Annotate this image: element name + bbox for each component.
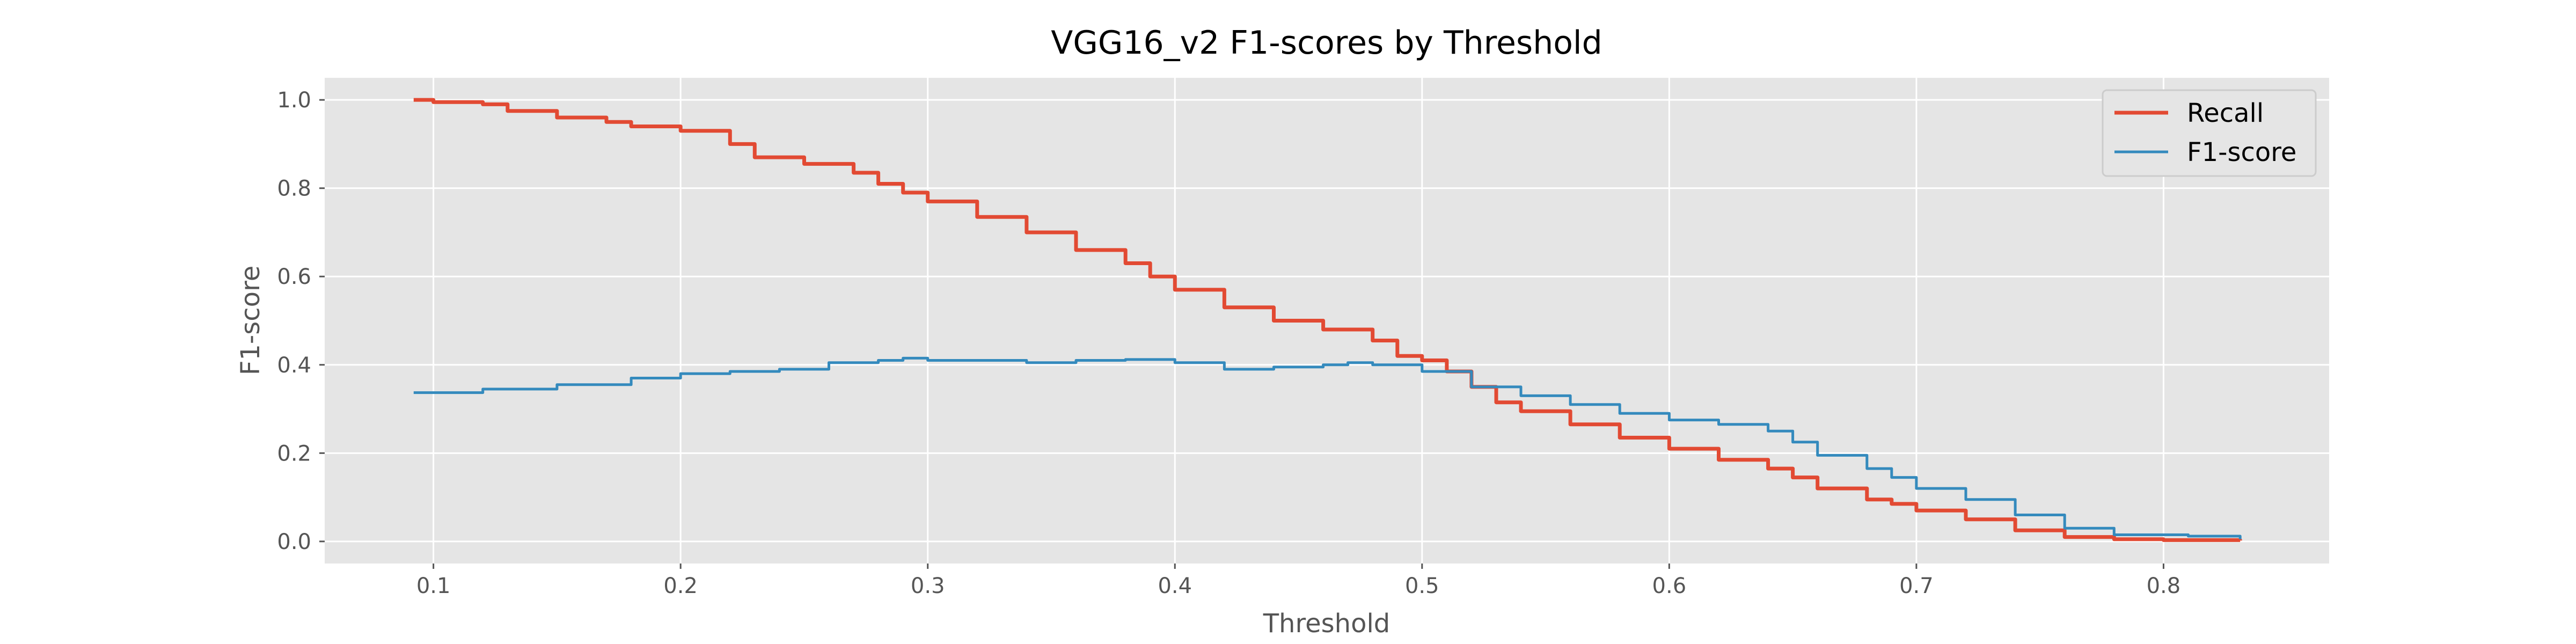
x-tick-label: 0.4 xyxy=(1158,574,1192,598)
legend-label-recall: Recall xyxy=(2187,98,2264,128)
x-tick-label: 0.1 xyxy=(416,574,451,598)
x-tick-label: 0.5 xyxy=(1405,574,1439,598)
x-axis-label: Threshold xyxy=(1263,609,1391,639)
y-tick-label: 0.2 xyxy=(277,441,311,466)
x-tick-label: 0.2 xyxy=(663,574,698,598)
y-tick-label: 0.0 xyxy=(277,530,311,554)
chart-title: VGG16_v2 F1-scores by Threshold xyxy=(1051,24,1602,62)
x-tick-label: 0.6 xyxy=(1652,574,1687,598)
legend-label-f1-score: F1-score xyxy=(2187,137,2296,167)
series-lines xyxy=(413,98,2242,542)
x-tick-label: 0.7 xyxy=(1899,574,1934,598)
series-line-recall xyxy=(413,98,2242,542)
grid xyxy=(325,78,2329,564)
y-tick-label: 1.0 xyxy=(277,88,311,113)
y-axis-label: F1-score xyxy=(236,266,266,375)
legend: Recall F1-score xyxy=(2102,89,2317,177)
x-tick-label: 0.3 xyxy=(911,574,945,598)
y-axis-ticks: 0.0 0.2 0.4 0.6 0.8 1.0 xyxy=(277,88,325,554)
y-tick-label: 0.8 xyxy=(277,177,311,201)
plot-area xyxy=(325,78,2329,564)
y-tick-label: 0.6 xyxy=(277,265,311,289)
y-tick-label: 0.4 xyxy=(277,353,311,378)
x-axis-ticks: 0.1 0.2 0.3 0.4 0.5 0.6 0.7 0.8 xyxy=(416,564,2180,598)
series-line-f1-score xyxy=(413,356,2242,539)
x-tick-label: 0.8 xyxy=(2147,574,2181,598)
